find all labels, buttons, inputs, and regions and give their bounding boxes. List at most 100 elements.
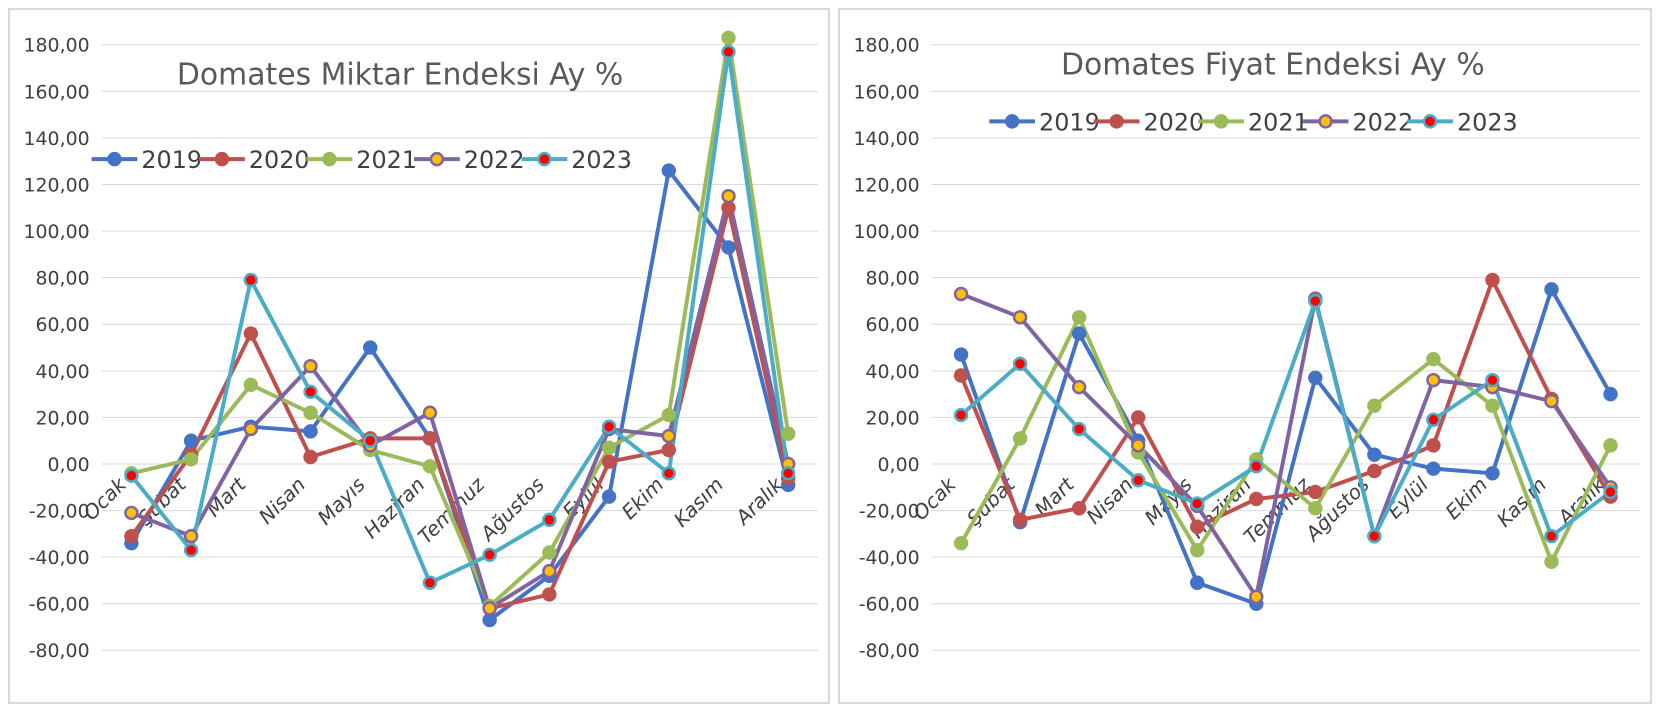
y-tick-label: 140,00 — [854, 128, 920, 150]
data-point-2019 — [601, 489, 617, 504]
x-tick-label: Kasım — [670, 473, 729, 531]
data-point-2022 — [183, 528, 199, 544]
y-tick-label: -80,00 — [29, 640, 90, 662]
x-tick-label: Ocak — [79, 472, 132, 525]
legend-marker-2023 — [1422, 114, 1438, 129]
data-point-2019 — [721, 240, 736, 255]
y-tick-label: 100,00 — [24, 221, 90, 243]
data-point-2022 — [1012, 310, 1028, 325]
series-line-2019 — [129, 168, 791, 622]
data-point-2019 — [1485, 466, 1500, 481]
data-point-2020 — [601, 454, 617, 469]
data-point-2023 — [953, 407, 969, 423]
legend-label-2021: 2021 — [1248, 108, 1309, 136]
data-point-2023 — [1603, 484, 1618, 500]
data-point-2022 — [661, 428, 676, 444]
data-point-2022 — [422, 405, 438, 420]
legend-label-2022: 2022 — [1352, 108, 1413, 136]
data-point-2023 — [721, 44, 736, 59]
y-tick-label: 60,00 — [36, 314, 90, 336]
legend-marker-2023 — [537, 151, 552, 167]
y-tick-label: -60,00 — [29, 594, 90, 616]
legend-label-2023: 2023 — [1457, 108, 1518, 136]
data-point-2019 — [183, 433, 199, 448]
y-tick-label: 120,00 — [24, 174, 90, 196]
data-point-2023 — [1071, 421, 1087, 437]
data-point-2020 — [1249, 491, 1264, 507]
data-point-2022 — [243, 421, 259, 437]
data-point-2020 — [422, 431, 438, 446]
data-point-2023 — [183, 542, 199, 558]
data-point-2020 — [721, 200, 736, 216]
y-tick-label: -80,00 — [859, 640, 920, 662]
data-point-2022 — [1130, 438, 1146, 453]
data-point-2023 — [243, 272, 259, 288]
y-tick-label: 140,00 — [24, 128, 90, 150]
series-line-2023 — [959, 299, 1612, 539]
data-point-2023 — [363, 433, 378, 448]
y-axis-ticks: -80,00 -60,00 -40,00 -20,00 0,00 20,00 40,00 60… — [854, 35, 920, 662]
x-tick-label: Nisan — [255, 473, 311, 529]
data-point-2020 — [661, 442, 676, 458]
data-point-2023 — [1249, 459, 1264, 474]
data-point-2021 — [1190, 542, 1205, 558]
data-point-2020 — [1012, 512, 1028, 528]
x-tick-label: Mart — [202, 472, 251, 521]
gridlines — [101, 44, 819, 651]
x-tick-label: Nisan — [1082, 473, 1138, 529]
y-tick-label: 80,00 — [866, 268, 920, 290]
data-point-2019 — [363, 340, 378, 355]
data-point-2023 — [1544, 528, 1559, 544]
data-point-2021 — [1367, 398, 1382, 413]
chart-title: Domates Miktar Endeksi Ay % — [177, 58, 623, 93]
data-point-2022 — [1426, 372, 1441, 388]
data-point-2020 — [1426, 438, 1441, 453]
data-point-2021 — [303, 405, 318, 420]
y-axis-ticks: -80,00 -60,00 -40,00 -20,00 0,00 20,00 40,00 60… — [24, 35, 90, 662]
legend-marker-2019 — [1004, 114, 1020, 129]
data-point-2019 — [953, 347, 969, 362]
y-tick-label: 180,00 — [24, 35, 90, 57]
data-point-2022 — [721, 188, 736, 204]
data-point-2021 — [243, 377, 259, 393]
y-tick-label: 180,00 — [854, 35, 920, 57]
data-point-2021 — [661, 407, 676, 423]
y-tick-label: -40,00 — [859, 547, 920, 569]
data-point-2019 — [303, 424, 318, 439]
x-tick-label: Mayıs — [313, 473, 370, 530]
data-point-2021 — [721, 30, 736, 46]
data-point-2023 — [482, 547, 497, 563]
data-point-2019 — [1426, 461, 1441, 476]
data-point-2019 — [1071, 326, 1087, 341]
data-point-2023 — [1190, 496, 1205, 511]
chart-miktar-svg: -80,00 -60,00 -40,00 -20,00 0,00 20,00 40,00 60… — [24, 30, 819, 662]
series-group — [124, 30, 796, 628]
data-point-2020 — [1130, 410, 1146, 425]
series-line-2021 — [130, 35, 791, 609]
legend-label-2020: 2020 — [1144, 108, 1205, 136]
legend-label-2020: 2020 — [249, 146, 310, 174]
legend-label-2022: 2022 — [464, 146, 525, 174]
legend-marker-2020 — [214, 151, 230, 167]
series-group — [953, 272, 1618, 611]
data-point-2021 — [1603, 438, 1618, 453]
data-point-2020 — [1485, 272, 1500, 288]
data-point-2023 — [1130, 473, 1146, 488]
x-tick-label: Aralık — [730, 472, 789, 531]
data-point-2019 — [1190, 575, 1205, 590]
data-point-2021 — [1485, 398, 1500, 413]
x-tick-label: Ocak — [909, 472, 962, 525]
y-tick-label: -20,00 — [859, 501, 920, 523]
data-point-2023 — [1308, 293, 1323, 309]
data-point-2022 — [542, 563, 557, 579]
data-point-2021 — [780, 426, 796, 441]
data-point-2021 — [542, 545, 557, 560]
y-tick-label: 80,00 — [36, 268, 90, 290]
data-point-2020 — [1367, 463, 1382, 479]
data-point-2023 — [1485, 372, 1500, 388]
y-tick-label: 0,00 — [48, 454, 90, 476]
legend: 2019 2020 2021 2022 2023 — [989, 108, 1518, 136]
y-tick-label: -20,00 — [29, 501, 90, 523]
y-tick-label: 160,00 — [854, 81, 920, 103]
series-line-2020 — [959, 278, 1613, 529]
